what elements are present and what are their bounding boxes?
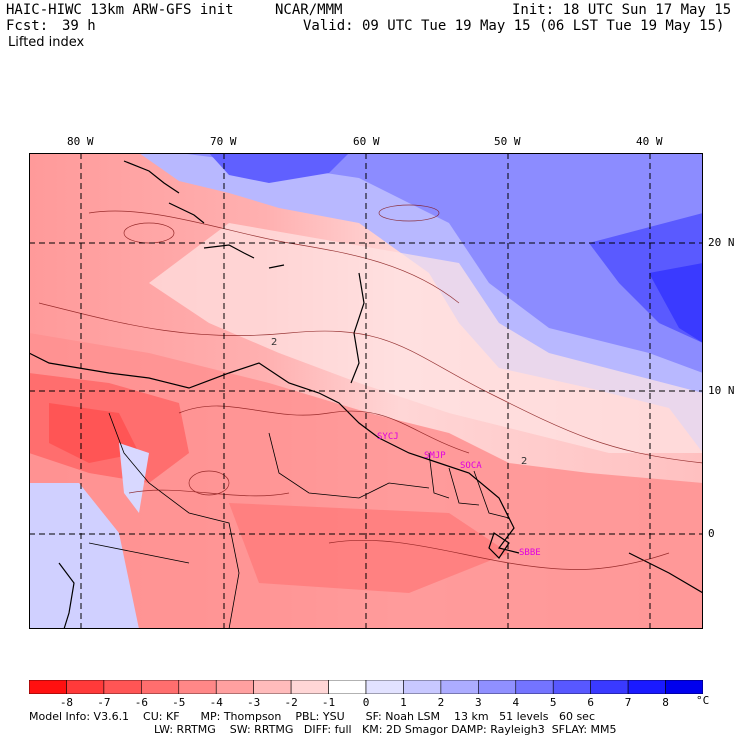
- coastline: [168, 202, 205, 224]
- coastline: [203, 244, 255, 259]
- legend-swatch: [627, 680, 666, 694]
- lat-label: 0: [708, 527, 715, 540]
- border-line: [448, 467, 480, 506]
- contour-line: [128, 489, 290, 497]
- legend-tick-label: -7: [97, 696, 111, 709]
- legend-tick-label: 6: [587, 696, 594, 709]
- legend-swatch: [403, 680, 442, 694]
- legend-tick-label: -3: [247, 696, 261, 709]
- lon-label: 60 W: [353, 135, 380, 148]
- station-label: SMJP: [424, 451, 446, 461]
- unstable-region: [229, 503, 509, 593]
- legend-swatch: [478, 680, 517, 694]
- legend-swatch: [141, 680, 180, 694]
- contour-line: [188, 470, 230, 496]
- lon-label: 70 W: [210, 135, 237, 148]
- legend-swatch: [328, 680, 367, 694]
- contour-line: [378, 204, 440, 222]
- field-name: Lifted index: [8, 35, 85, 50]
- legend-tick-label: 0: [362, 696, 370, 709]
- lat-label: 20 N: [708, 236, 735, 249]
- legend-swatch: [665, 680, 703, 694]
- legend-swatch: [590, 680, 629, 694]
- valid-time: Valid: 09 UTC Tue 19 May 15 (06 LST Tue …: [303, 18, 725, 34]
- lifted-index-map: 2 2: [29, 153, 703, 629]
- legend-tick-label: 4: [512, 696, 520, 709]
- legend-swatch: [552, 680, 591, 694]
- coastline: [488, 532, 510, 559]
- coastline: [268, 264, 285, 269]
- unstable-region: [29, 333, 703, 629]
- legend-tick-label: 8: [662, 696, 669, 709]
- legend-tick-label: 7: [624, 696, 632, 709]
- forecast-value: 39 h: [62, 18, 96, 34]
- coastline: [123, 160, 180, 194]
- stable-core: [209, 153, 349, 183]
- legend-swatch: [290, 680, 329, 694]
- stable-region: [179, 153, 703, 373]
- unstable-core: [49, 403, 139, 463]
- legend-swatch: [253, 680, 292, 694]
- coastline: [29, 352, 520, 554]
- forecast-label: Fcst:: [6, 18, 49, 34]
- legend-tick-label: 2: [437, 696, 445, 709]
- contour-line: [38, 302, 703, 464]
- legend-unit: °C: [696, 694, 710, 707]
- lon-label: 40 W: [636, 135, 663, 148]
- contour-line: [328, 539, 670, 570]
- legend-tick-label: -8: [59, 696, 74, 709]
- legend-tick-label: -5: [172, 696, 186, 709]
- border-line: [108, 412, 240, 629]
- border-line: [473, 470, 510, 519]
- legend-swatch: [215, 680, 254, 694]
- contour-value-label: 2: [271, 337, 277, 348]
- border-line: [428, 452, 450, 499]
- coastline: [58, 562, 75, 629]
- coastline: [628, 552, 703, 594]
- transition-band: [149, 223, 703, 453]
- model-title: HAIC-HIWC 13km ARW-GFS init: [6, 2, 234, 18]
- legend-swatch: [515, 680, 554, 694]
- border-line: [88, 542, 190, 564]
- legend-tick-label: -1: [321, 696, 336, 709]
- legend-swatch: [66, 680, 105, 694]
- legend-tick-label: -4: [209, 696, 223, 709]
- station-label: SBBE: [519, 548, 541, 558]
- org-label: NCAR/MMM: [275, 2, 343, 18]
- legend-tick-label: 5: [549, 696, 557, 709]
- legend-tick-label: -2: [284, 696, 298, 709]
- legend-tick-label: 1: [400, 696, 407, 709]
- lon-label: 80 W: [67, 135, 94, 148]
- station-label: SOCA: [460, 461, 482, 471]
- contour-line: [178, 405, 470, 454]
- legend-swatch: [365, 680, 404, 694]
- station-label: SYCJ: [377, 432, 399, 442]
- legend-tick-label: 3: [475, 696, 482, 709]
- stable-region: [119, 443, 149, 513]
- legend-swatch: [440, 680, 479, 694]
- border-line: [268, 432, 430, 499]
- init-time: Init: 18 UTC Sun 17 May 15: [512, 2, 732, 18]
- lon-label: 50 W: [494, 135, 521, 148]
- lat-label: 10 N: [708, 384, 735, 397]
- model-info-line1: Model Info: V3.6.1 CU: KF MP: Thompson P…: [29, 710, 596, 723]
- legend-swatch: [178, 680, 217, 694]
- model-info-line2: LW: RRTMG SW: RRTMG DIFF: full KM: 2D Sm…: [154, 723, 617, 736]
- legend-tick-label: -6: [134, 696, 148, 709]
- legend-swatch: [103, 680, 142, 694]
- contour-value-label: 2: [521, 456, 527, 467]
- stable-region: [29, 483, 139, 629]
- legend-swatch: [29, 680, 67, 694]
- map-frame: [29, 153, 703, 629]
- contour-line: [88, 210, 460, 304]
- color-legend: [29, 680, 703, 694]
- stable-core: [649, 263, 703, 343]
